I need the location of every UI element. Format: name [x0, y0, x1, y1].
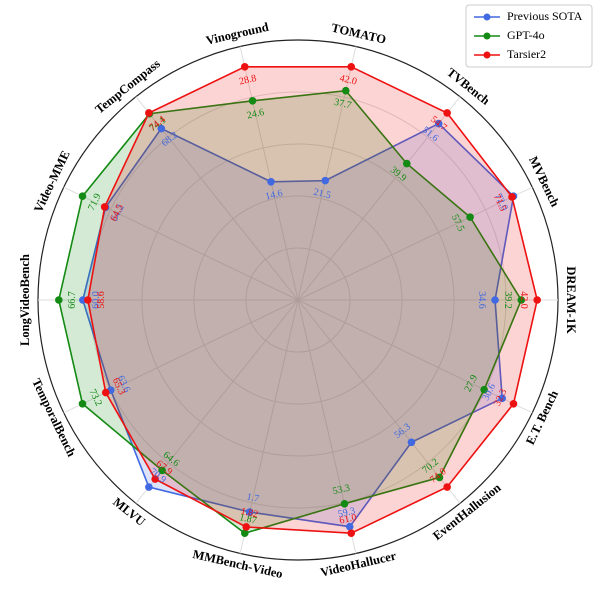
data-point: [151, 475, 159, 483]
value-label: 24.6: [246, 107, 266, 122]
value-label: 1.87: [238, 512, 258, 527]
category-label: E.T. Bench: [523, 388, 561, 447]
category-label: DREAM-1K: [564, 266, 578, 334]
data-point: [407, 438, 416, 447]
data-point: [517, 296, 526, 304]
value-label: 60.0: [91, 291, 102, 309]
data-point: [345, 522, 354, 531]
data-point: [240, 529, 249, 538]
data-point: [78, 192, 87, 201]
legend-label: Tarsier2: [507, 47, 546, 61]
category-label: MMBench-Video: [191, 547, 284, 581]
data-point: [240, 62, 249, 71]
category-label: Vinoground: [205, 20, 270, 48]
legend-label: GPT-4o: [507, 28, 545, 42]
data-point: [509, 399, 518, 408]
data-point: [55, 296, 63, 304]
spoke: [297, 299, 461, 504]
value-label: 58.6: [96, 291, 107, 309]
value-label: 61.0: [338, 512, 358, 527]
data-point: [321, 176, 330, 185]
value-label: 59.3: [337, 506, 357, 521]
data-point: [480, 385, 488, 394]
data-point: [78, 399, 87, 408]
category-label: LongVideoBench: [18, 254, 32, 346]
data-point: [145, 483, 153, 491]
data-point: [245, 508, 254, 516]
data-point: [466, 213, 474, 221]
data-point: [340, 499, 349, 508]
value-label: 34.6: [476, 291, 487, 309]
category-label: TempCompass: [93, 56, 163, 116]
data-point: [267, 177, 275, 186]
data-point: [443, 109, 451, 117]
category-label: TVBench: [444, 65, 492, 108]
legend-box: [465, 4, 593, 68]
value-label: 1.7: [245, 491, 260, 505]
value-label: 37.7: [333, 97, 353, 112]
data-point: [347, 529, 356, 538]
value-label: 39.2: [502, 291, 513, 309]
data-point: [157, 124, 166, 133]
value-label: 28.8: [238, 73, 258, 88]
value-label: 14.6: [264, 188, 284, 203]
data-point: [101, 388, 110, 397]
value-label: 66.7: [67, 291, 78, 309]
data-point: [508, 193, 516, 201]
value-label: 1.82: [240, 506, 260, 521]
value-label: 21.5: [312, 187, 332, 202]
spoke: [239, 46, 299, 301]
data-point: [242, 523, 250, 531]
category-label: MLVU: [110, 495, 148, 529]
spoke: [297, 299, 357, 554]
series-area: [87, 65, 539, 535]
legend: Previous SOTA GPT-4o Tarsier2: [465, 4, 593, 68]
data-point: [402, 159, 411, 168]
data-point: [434, 119, 443, 128]
data-point: [145, 109, 153, 117]
value-label: 53.3: [332, 483, 352, 498]
data-point: [347, 62, 356, 71]
areas: [55, 62, 541, 538]
data-point: [248, 97, 257, 105]
category-label: MVBench: [526, 154, 562, 209]
spoke: [297, 96, 461, 301]
data-point: [341, 86, 350, 95]
data-point: [533, 296, 541, 304]
value-label: 42.0: [518, 291, 529, 309]
legend-marker: [483, 32, 491, 40]
data-point: [435, 473, 444, 482]
data-point: [100, 203, 109, 211]
spoke: [297, 186, 533, 301]
legend-marker: [483, 13, 491, 21]
data-point: [443, 483, 451, 491]
spoke: [297, 299, 533, 414]
value-label: 42.0: [338, 73, 358, 88]
legend-label: Previous SOTA: [507, 9, 583, 23]
data-point: [491, 296, 499, 304]
data-point: [158, 466, 166, 475]
data-point: [84, 296, 92, 304]
data-point: [498, 394, 506, 403]
legend-marker: [483, 51, 491, 59]
